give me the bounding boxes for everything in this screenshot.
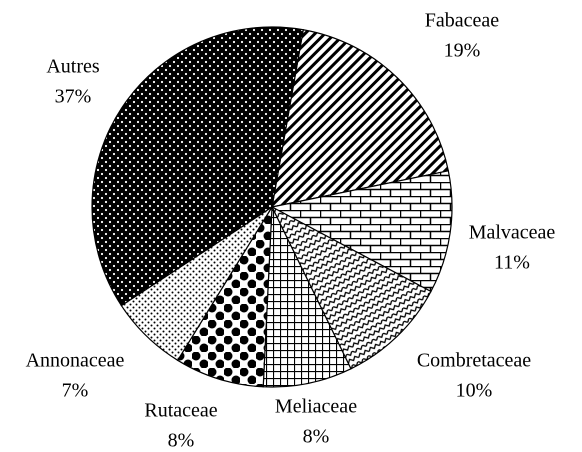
slice-value: 10% xyxy=(456,380,493,402)
slice-value: 11% xyxy=(494,252,530,274)
pie-slice xyxy=(271,29,450,208)
slice-value: 19% xyxy=(444,40,481,62)
slice-value: 37% xyxy=(55,86,92,108)
slice-value: 8% xyxy=(303,426,330,448)
pie-slice xyxy=(91,26,304,307)
slice-value: 8% xyxy=(168,430,195,452)
slice-label: Combretaceae xyxy=(417,350,531,372)
pie-slice xyxy=(262,206,352,388)
slice-value: 7% xyxy=(62,380,89,402)
slice-label: Fabaceae xyxy=(425,10,500,32)
pie-slice xyxy=(270,205,432,370)
slice-label: Meliaceae xyxy=(275,396,357,418)
pie-slice xyxy=(176,206,273,388)
pie-slice xyxy=(270,170,453,293)
slice-label: Rutaceae xyxy=(144,400,217,422)
slice-label: Annonaceae xyxy=(26,350,125,372)
slice-label: Autres xyxy=(46,56,100,78)
slice-label: Malvaceae xyxy=(469,222,556,244)
